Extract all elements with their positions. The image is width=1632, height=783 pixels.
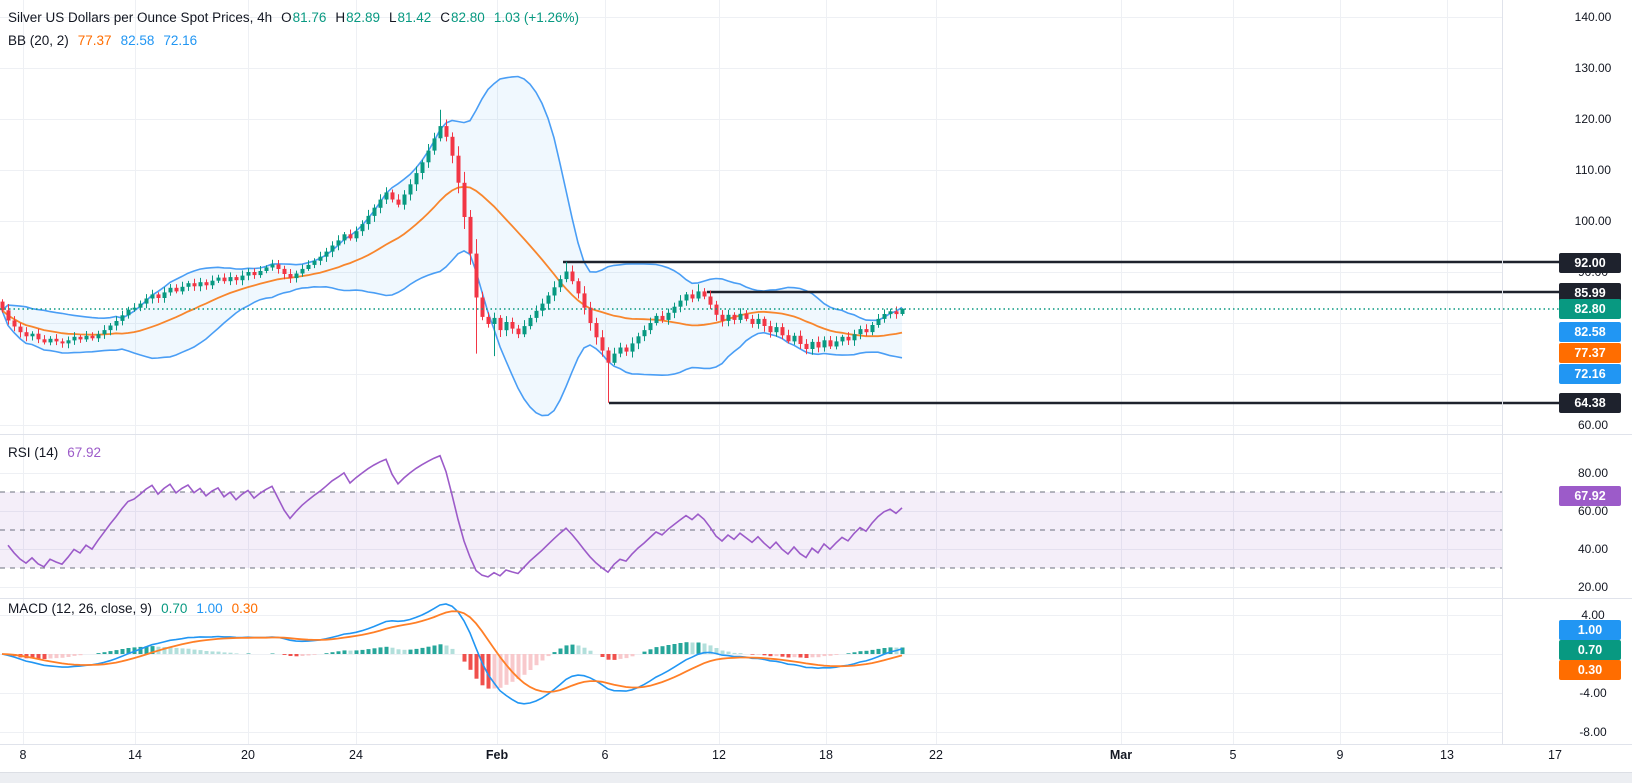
- time-axis-label-12: 12: [712, 748, 726, 762]
- macd-legend[interactable]: MACD (12, 26, close, 9) 0.70 1.00 0.30: [8, 599, 258, 619]
- close-label: C: [440, 10, 451, 25]
- rsi-legend[interactable]: RSI (14) 67.92: [8, 443, 101, 463]
- time-axis-label-14: 14: [128, 748, 142, 762]
- rsi-axis-label: 40.00: [1577, 542, 1609, 556]
- change-value: 1.03 (+1.26%): [493, 10, 580, 25]
- symbol-legend[interactable]: Silver US Dollars per Ounce Spot Prices,…: [8, 8, 579, 28]
- time-axis-label-feb: Feb: [485, 748, 509, 762]
- time-axis-label-5: 5: [1229, 748, 1237, 762]
- bb-lower-value: 72.16: [163, 33, 198, 48]
- time-axis-label-18: 18: [819, 748, 833, 762]
- time-axis-label-6: 6: [601, 748, 609, 762]
- time-axis-label-8: 8: [19, 748, 27, 762]
- price-badge-82-58: 82.58: [1559, 322, 1621, 342]
- time-axis-label-20: 20: [241, 748, 255, 762]
- high-label: H: [335, 10, 346, 25]
- price-axis-label: 120.00: [1574, 112, 1612, 126]
- time-axis-label-13: 13: [1440, 748, 1454, 762]
- price-badge-85-99: 85.99: [1559, 283, 1621, 303]
- macd-axis-label: -4.00: [1579, 686, 1607, 700]
- rsi-value-badge: 67.92: [1559, 486, 1621, 506]
- high-value: 82.89: [346, 10, 380, 25]
- time-axis-label-17: 17: [1548, 748, 1562, 762]
- macd-axis-label: 4.00: [1581, 608, 1605, 622]
- ohlc-high: H 82.89: [335, 8, 380, 28]
- macd-axis-label: -8.00: [1579, 725, 1607, 739]
- bb-basis-value: 77.37: [77, 33, 112, 48]
- price-axis-label: 100.00: [1574, 214, 1612, 228]
- ohlc-open: O 81.76: [281, 8, 326, 28]
- ohlc-low: L 81.42: [389, 8, 431, 28]
- price-badge-77-37: 77.37: [1559, 343, 1621, 363]
- price-badge-72-16: 72.16: [1559, 364, 1621, 384]
- bb-legend[interactable]: BB (20, 2) 77.37 82.58 72.16: [8, 31, 197, 51]
- ohlc-close: C 82.80: [440, 8, 485, 28]
- macd-signal-value: 0.30: [231, 601, 258, 616]
- time-axis-label-mar: Mar: [1109, 748, 1133, 762]
- rsi-axis-label: 60.00: [1577, 504, 1609, 518]
- price-axis-label: 140.00: [1574, 10, 1612, 24]
- rsi-axis-label: 20.00: [1577, 580, 1609, 594]
- bb-upper-value: 82.58: [120, 33, 155, 48]
- symbol-title[interactable]: Silver US Dollars per Ounce Spot Prices,…: [8, 10, 273, 25]
- macd-line-value: 1.00: [196, 601, 223, 616]
- macd-value-badge-0-30: 0.30: [1559, 660, 1621, 680]
- time-axis-label-24: 24: [349, 748, 363, 762]
- bottom-strip: [0, 772, 1632, 783]
- macd-value-badge-0-70: 0.70: [1559, 640, 1621, 660]
- rsi-axis-label: 80.00: [1577, 466, 1609, 480]
- macd-value-badge-1-00: 1.00: [1559, 620, 1621, 640]
- open-label: O: [281, 10, 292, 25]
- price-axis-label: 60.00: [1577, 418, 1609, 432]
- open-value: 81.76: [292, 10, 327, 25]
- price-axis-label: 130.00: [1574, 61, 1612, 75]
- bb-label[interactable]: BB (20, 2): [8, 33, 69, 48]
- low-label: L: [388, 10, 397, 25]
- close-value: 82.80: [451, 10, 485, 25]
- macd-label[interactable]: MACD (12, 26, close, 9): [8, 601, 153, 616]
- price-badge-82-80: 82.80: [1559, 299, 1621, 319]
- rsi-value: 67.92: [67, 445, 102, 460]
- time-axis-label-9: 9: [1336, 748, 1344, 762]
- macd-hist-value: 0.70: [161, 601, 188, 616]
- time-axis-label-22: 22: [929, 748, 943, 762]
- price-badge-64-38: 64.38: [1559, 393, 1621, 413]
- rsi-label[interactable]: RSI (14): [8, 445, 59, 460]
- price-badge-92-00: 92.00: [1559, 253, 1621, 273]
- low-value: 81.42: [397, 10, 432, 25]
- price-axis-label: 110.00: [1575, 163, 1611, 177]
